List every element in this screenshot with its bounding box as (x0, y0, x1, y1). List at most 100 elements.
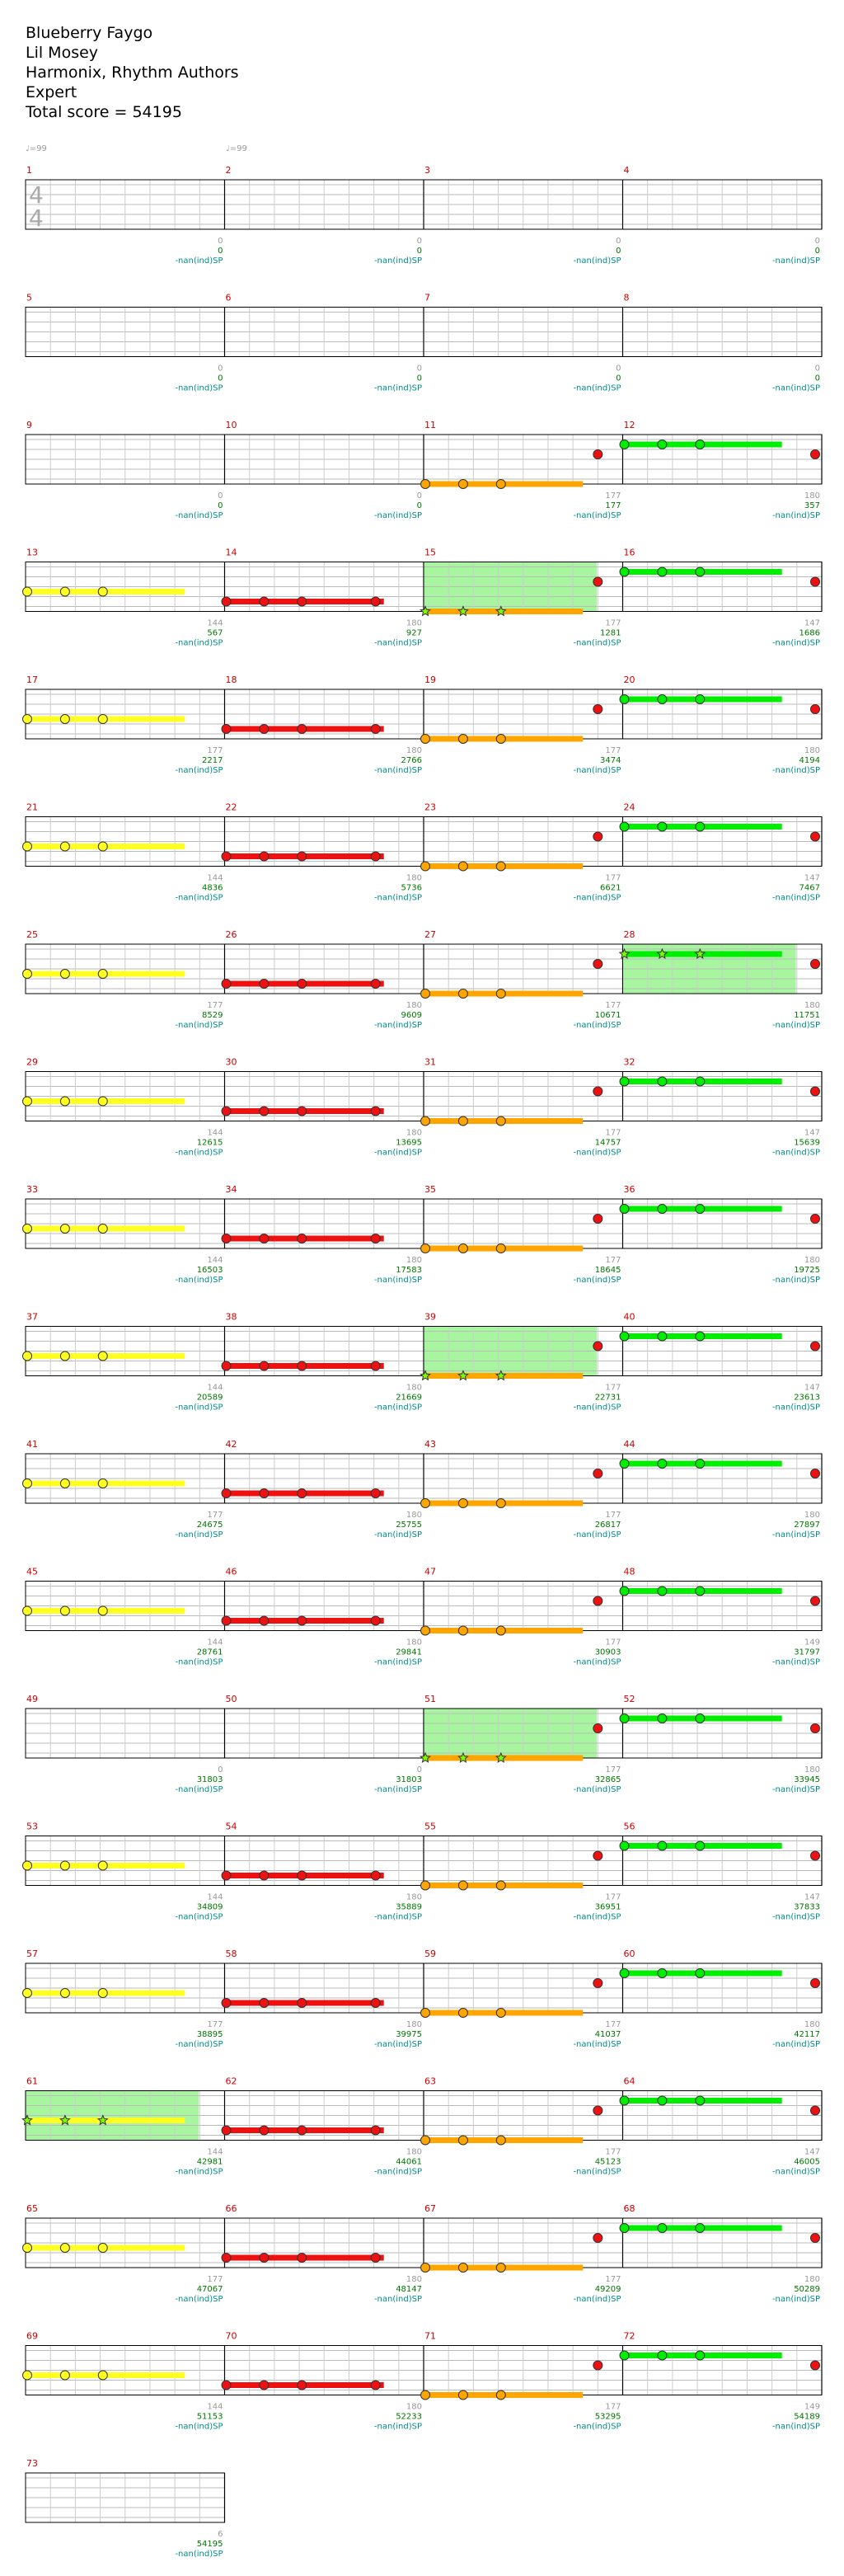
red-note (259, 596, 270, 607)
red-note (297, 1361, 307, 1371)
measure-8 (622, 307, 823, 357)
measure-sp-value: -nan(ind)SP (374, 766, 422, 775)
orange-note (495, 2263, 506, 2273)
measure-score-total: 0 (218, 247, 223, 256)
measure-number: 15 (424, 548, 436, 558)
total-score: Total score = 54195 (26, 103, 182, 121)
green-note (657, 1968, 668, 1978)
measure-number: 7 (424, 293, 430, 303)
measure-sp-value: -nan(ind)SP (175, 894, 223, 903)
measure-score-gain: 177 (605, 1511, 621, 1520)
measure-score-total: 27897 (794, 1521, 820, 1530)
measure-score-gain: 177 (605, 1256, 621, 1265)
measure-score-gain: 180 (406, 1256, 422, 1265)
measure-score-total: 4194 (799, 756, 820, 765)
red-note (297, 1870, 307, 1881)
red-note (221, 1488, 232, 1498)
orange-note (420, 2008, 430, 2018)
measure-43 (420, 1453, 624, 1508)
red-note (259, 851, 270, 862)
red-note (593, 449, 603, 459)
measure-score-gain: 177 (605, 1129, 621, 1138)
red-note (810, 1978, 820, 1988)
measure-number: 51 (424, 1694, 436, 1704)
song-charter: Harmonix, Rhythm Authors (26, 63, 239, 82)
measure-number: 30 (226, 1057, 237, 1068)
measure-66 (221, 2217, 424, 2268)
orange-note (457, 1880, 468, 1891)
orange-note (457, 2008, 468, 2018)
red-note (370, 1234, 381, 1243)
red-note (593, 1596, 603, 1606)
measure-52 (619, 1708, 823, 1759)
measure-score-total: 36951 (595, 1903, 621, 1912)
green-note (619, 1076, 630, 1087)
measure-score-gain: 180 (804, 1001, 820, 1010)
green-note (619, 566, 630, 577)
green-note (619, 1586, 630, 1596)
measure-number: 19 (424, 675, 436, 685)
measure-61 (21, 2090, 226, 2141)
yellow-note (22, 1860, 32, 1871)
measure-number: 59 (424, 1948, 436, 1959)
measure-25 (22, 943, 226, 994)
measure-score-gain: 177 (605, 2020, 621, 2029)
measure-sp-value: -nan(ind)SP (175, 1913, 223, 1922)
measure-23 (420, 816, 624, 872)
measure-score-gain: 147 (804, 874, 820, 883)
measure-score-total: 8529 (202, 1011, 223, 1020)
measure-sp-value: -nan(ind)SP (772, 1021, 820, 1030)
measure-score-total: 48147 (396, 2285, 422, 2294)
tempo-marker: ♩=99 (26, 144, 47, 153)
measure-sp-value: -nan(ind)SP (772, 1276, 820, 1285)
measure-sp-value: -nan(ind)SP (573, 894, 621, 903)
measure-score-total: 0 (616, 374, 621, 383)
measure-number: 20 (624, 675, 635, 685)
measure-score-gain: 147 (804, 1893, 820, 1902)
yellow-note (59, 714, 70, 724)
measure-24 (619, 816, 823, 867)
measure-score-total: 1686 (799, 629, 820, 638)
measure-51 (420, 1708, 624, 1763)
measure-score-total: 0 (616, 247, 621, 256)
measure-33 (22, 1198, 226, 1249)
measure-score-gain: 147 (804, 619, 820, 628)
measure-57 (22, 1963, 226, 2014)
measure-number: 68 (624, 2203, 635, 2214)
measure-score-total: 20589 (197, 1394, 223, 1403)
measure-sp-value: -nan(ind)SP (175, 2423, 223, 2432)
measure-score-gain: 180 (406, 874, 422, 883)
red-note (221, 2125, 232, 2136)
red-note (221, 1361, 232, 1371)
red-note (810, 2233, 820, 2243)
measure-sp-value: -nan(ind)SP (573, 766, 621, 775)
measure-number: 28 (624, 929, 635, 940)
measure-score-gain: 177 (605, 874, 621, 883)
star-note (495, 1751, 507, 1763)
measure-sp-value: -nan(ind)SP (175, 2040, 223, 2049)
measure-12 (619, 434, 823, 485)
measure-score-gain: 177 (605, 1765, 621, 1775)
measure-score-total: 0 (218, 374, 223, 383)
red-note (593, 1214, 603, 1224)
measure-22 (221, 816, 424, 867)
red-note (259, 1234, 270, 1243)
measure-score-gain: 144 (207, 1384, 223, 1393)
green-note (619, 2223, 630, 2233)
measure-score-gain: 177 (207, 1511, 223, 1520)
measure-sp-value: -nan(ind)SP (772, 639, 820, 648)
measure-sp-value: -nan(ind)SP (374, 894, 422, 903)
measure-73 (25, 2472, 226, 2523)
measure-sp-value: -nan(ind)SP (374, 1530, 422, 1539)
measure-score-total: 19725 (794, 1266, 820, 1275)
green-note (695, 694, 706, 704)
measure-number: 42 (226, 1439, 237, 1450)
measure-score-total: 21669 (396, 1394, 422, 1403)
measure-number: 17 (26, 675, 38, 685)
measure-score-gain: 0 (417, 1765, 422, 1775)
measure-sp-value: -nan(ind)SP (175, 639, 223, 648)
measure-score-total: 53295 (595, 2413, 621, 2422)
measure-number: 25 (26, 929, 38, 940)
orange-note (457, 861, 468, 872)
orange-note (495, 734, 506, 744)
